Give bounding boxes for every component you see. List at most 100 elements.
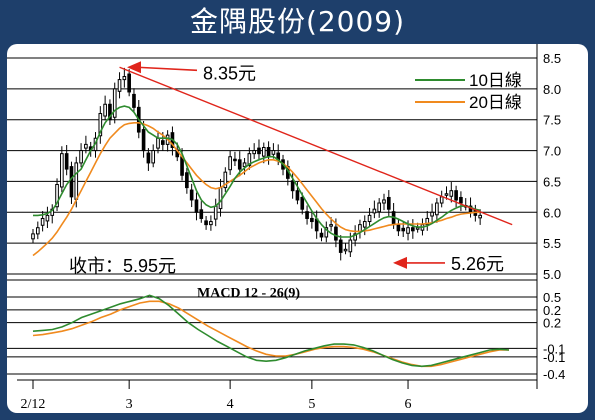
candle-body <box>449 190 454 197</box>
trendline-group <box>119 66 513 226</box>
candle-body <box>108 103 112 121</box>
candle-body <box>180 156 184 176</box>
candle-body <box>112 88 117 118</box>
candle-body <box>151 150 156 164</box>
candle-body <box>358 224 362 232</box>
candle-body <box>199 209 204 219</box>
candlesticks <box>31 67 482 261</box>
legend-label: 20日線 <box>469 93 522 112</box>
price-tick-label: 6.0 <box>543 205 561 220</box>
candle-body <box>348 239 353 253</box>
candle-body <box>247 153 252 166</box>
candle-body <box>310 217 314 223</box>
candle-body <box>386 196 391 210</box>
macd-title: MACD 12 - 26(9) <box>197 286 300 301</box>
candle-body <box>411 227 415 232</box>
candle-body <box>406 227 410 234</box>
candle-body <box>55 184 59 208</box>
candle-body <box>367 214 372 223</box>
candle-body <box>156 137 160 149</box>
candle-body <box>271 150 276 155</box>
candle-body <box>343 248 348 252</box>
candle-body <box>79 150 83 164</box>
candle-body <box>430 211 434 217</box>
candle-body <box>35 227 40 235</box>
candle-body <box>305 211 309 219</box>
candle-body <box>257 147 261 155</box>
candle-body <box>261 146 266 157</box>
price-tick-label: 5.5 <box>543 236 561 251</box>
candle-body <box>218 187 223 210</box>
candle-body <box>382 199 386 204</box>
price-tick-label: 6.5 <box>543 174 561 189</box>
annotations: 8.35元 5.26元 收市：5.95元 <box>69 61 504 276</box>
chart-svg: MACD 12 - 26(9) 8.5 8.0 7.5 7.0 6.5 6.0 5.5 5.0… <box>7 44 565 412</box>
candle-body <box>372 208 377 214</box>
candle-body <box>223 171 228 189</box>
candle-body <box>209 221 213 226</box>
macd-tick-label: 0.2 <box>543 316 561 331</box>
candle-body <box>141 129 146 152</box>
candle-body <box>69 166 74 198</box>
candle-body <box>454 190 458 201</box>
x-tick-label: 5 <box>308 397 315 412</box>
trendline <box>119 66 513 226</box>
ma10-line <box>33 105 481 238</box>
macd-tick-label: 0.5 <box>543 290 561 305</box>
moving-averages <box>32 105 481 257</box>
ma20-line <box>32 122 481 257</box>
x-tick-label: 2/12 <box>21 397 46 412</box>
candle-body <box>362 221 367 228</box>
candle-body <box>98 113 103 137</box>
candle-body <box>295 190 300 201</box>
candle-body <box>435 202 439 216</box>
candle-body <box>228 156 232 171</box>
candle-body <box>160 140 165 145</box>
candle-body <box>353 233 357 241</box>
macd-tick-label: 0.2 <box>543 303 561 318</box>
candle-body <box>60 153 64 188</box>
close-label: 收市：5.95元 <box>69 256 176 276</box>
candle-body <box>444 193 449 196</box>
candle-body <box>31 233 35 240</box>
low-label: 5.26元 <box>451 254 504 274</box>
candle-body <box>117 79 122 92</box>
candle-body <box>64 153 69 170</box>
grid-lines <box>7 57 537 375</box>
price-tick-label: 5.0 <box>543 267 561 282</box>
x-tick-label: 4 <box>227 397 234 412</box>
candle-body <box>377 202 382 213</box>
low-arrow-head <box>393 256 407 269</box>
price-tick-label: 8.5 <box>543 51 561 66</box>
candle-body <box>45 214 50 222</box>
chart-panel: MACD 12 - 26(9) 8.5 8.0 7.5 7.0 6.5 6.0 5.5 5.0… <box>7 44 588 413</box>
candle-body <box>478 214 482 219</box>
candle-body <box>252 150 256 155</box>
candle-body <box>213 205 218 220</box>
price-tick-label: 7.0 <box>543 144 561 159</box>
candle-body <box>396 224 401 232</box>
candle-body <box>237 159 242 170</box>
candle-body <box>74 162 79 200</box>
candle-body <box>266 146 271 158</box>
candle-body <box>324 227 329 238</box>
macd-tick-label: -0.1 <box>543 341 565 356</box>
high-arrow-shaft <box>136 66 198 72</box>
candle-body <box>401 227 406 232</box>
candle-body <box>338 239 343 253</box>
macd-line <box>32 294 510 368</box>
candle-body <box>290 180 295 192</box>
x-tick-label: 6 <box>405 397 412 412</box>
high-label: 8.35元 <box>203 63 256 83</box>
candle-body <box>439 196 444 204</box>
candle-body <box>40 217 45 226</box>
candle-body <box>132 93 136 108</box>
candle-body <box>127 73 131 93</box>
x-tick-label: 3 <box>126 397 133 412</box>
candle-body <box>459 196 463 204</box>
candle-body <box>334 226 338 241</box>
candle-body <box>204 220 208 226</box>
candle-body <box>242 162 247 168</box>
candle-body <box>103 103 107 117</box>
